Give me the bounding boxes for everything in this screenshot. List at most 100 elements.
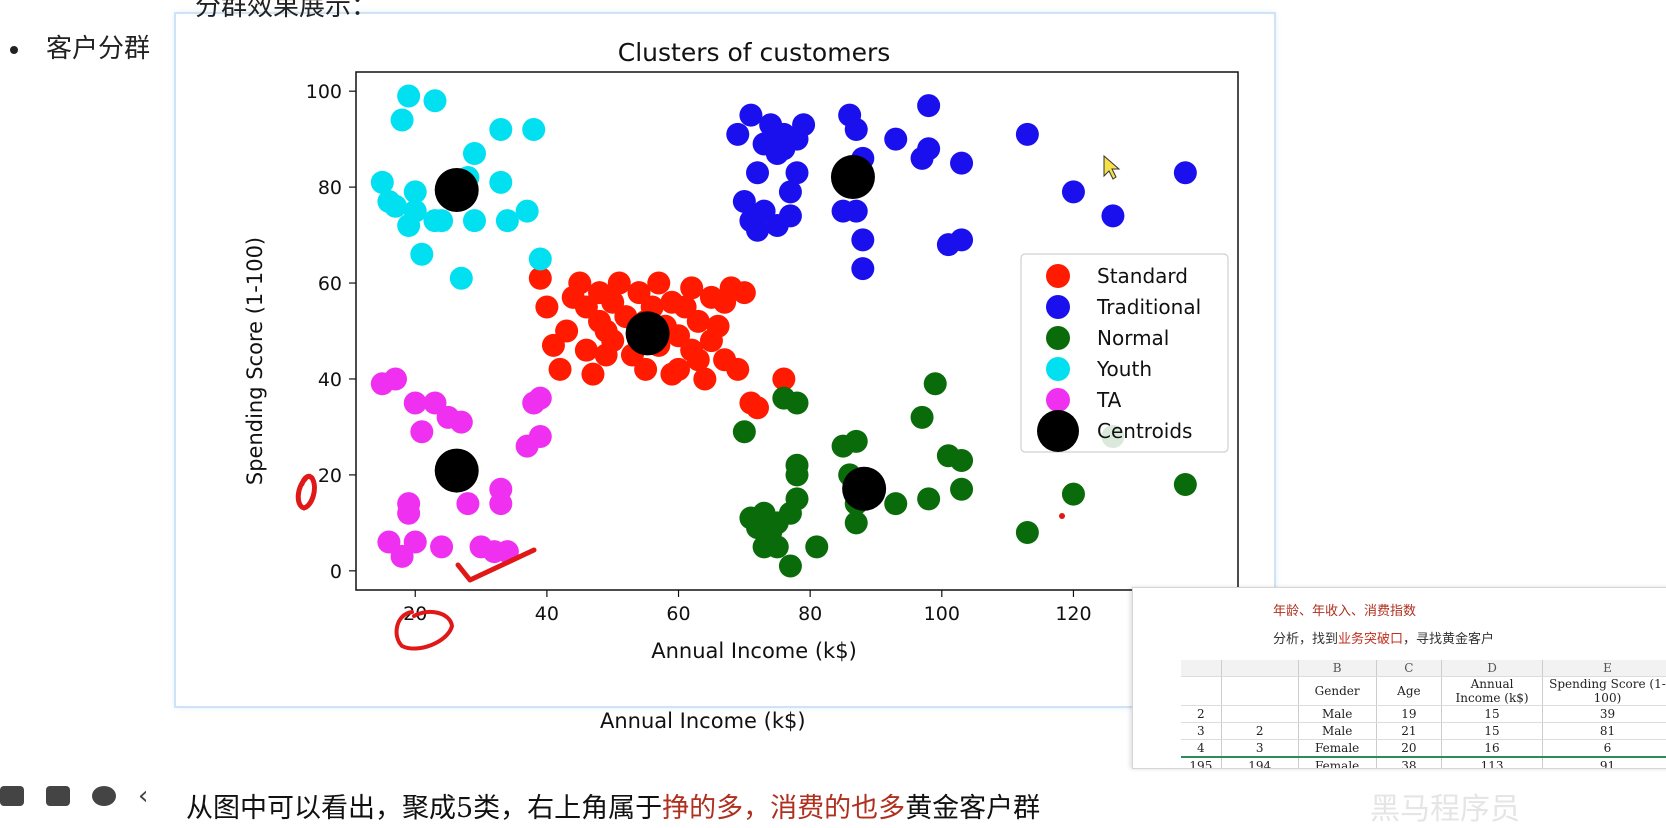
point-traditional <box>851 228 875 252</box>
sheet-note-goal: 分析，找到业务突破口，寻找黄金客户 <box>1273 628 1494 647</box>
chat-icon[interactable] <box>92 786 116 806</box>
cell[interactable]: 19 <box>1376 705 1443 723</box>
point-normal <box>923 372 947 396</box>
point-ta <box>410 420 434 444</box>
point-youth <box>528 247 552 271</box>
cell[interactable]: Female <box>1298 739 1377 758</box>
point-youth <box>430 209 454 233</box>
point-youth <box>489 118 513 142</box>
cell[interactable]: 194 <box>1221 757 1299 768</box>
cell[interactable]: 20 <box>1376 739 1443 758</box>
sheet-table[interactable]: B C D E Gender Age Annual Income (k$) Sp… <box>1181 660 1666 768</box>
point-standard <box>634 357 658 381</box>
col-letter[interactable]: E <box>1542 660 1666 677</box>
y-tick-label: 80 <box>318 177 342 199</box>
cell[interactable]: Male <box>1298 705 1377 723</box>
legend-marker-ta <box>1046 388 1070 412</box>
point-ta <box>397 501 421 525</box>
point-standard <box>732 281 756 305</box>
point-standard <box>601 329 625 353</box>
col-letter[interactable]: C <box>1376 660 1443 677</box>
header-cell[interactable]: Gender <box>1298 676 1377 706</box>
y-tick-label: 100 <box>306 81 342 103</box>
row-number[interactable]: 4 <box>1181 739 1222 758</box>
point-youth <box>462 142 486 166</box>
point-standard <box>647 271 671 295</box>
centroid-point <box>625 311 670 356</box>
cell[interactable]: 21 <box>1376 722 1443 740</box>
point-ta <box>430 535 454 559</box>
sheet-note-goal-suffix: ，寻找黄金客户 <box>1403 632 1495 647</box>
point-youth <box>449 266 473 290</box>
point-ta <box>489 477 513 501</box>
legend-marker-youth <box>1046 357 1070 381</box>
cell[interactable]: 16 <box>1441 739 1543 758</box>
legend-label-traditional: Traditional <box>1096 295 1201 319</box>
point-ta <box>456 492 480 516</box>
row-number[interactable]: 2 <box>1181 705 1222 723</box>
cell[interactable]: 113 <box>1441 757 1543 768</box>
cell[interactable]: 2 <box>1221 722 1299 740</box>
cell[interactable]: 3 <box>1221 739 1299 758</box>
point-youth <box>370 170 394 194</box>
point-youth <box>522 118 546 142</box>
legend-marker-standard <box>1046 264 1070 288</box>
point-ta <box>383 367 407 391</box>
header-cell[interactable]: Age <box>1376 676 1443 706</box>
point-standard <box>574 338 598 362</box>
legend-marker-normal <box>1046 326 1070 350</box>
point-youth <box>515 199 539 223</box>
point-traditional <box>950 228 974 252</box>
col-letter[interactable]: D <box>1441 660 1543 677</box>
point-normal <box>778 554 802 578</box>
chevron-left-icon[interactable]: ‹ <box>138 781 149 811</box>
cell[interactable] <box>1221 705 1299 723</box>
spreadsheet-snippet[interactable]: 年龄、年收入、消费指数 分析，找到业务突破口，寻找黄金客户 B C D E Ge… <box>1132 587 1666 769</box>
x-tick-label: 80 <box>798 603 822 625</box>
point-standard <box>568 271 592 295</box>
point-traditional <box>884 127 908 151</box>
point-youth <box>403 180 427 204</box>
legend-label-standard: Standard <box>1097 264 1188 288</box>
x-tick-label: 20 <box>403 603 427 625</box>
header-cell[interactable]: Spending Score (1-100) <box>1542 676 1666 706</box>
point-traditional <box>917 137 941 161</box>
point-normal <box>1173 472 1197 496</box>
col-letter[interactable]: B <box>1298 660 1377 677</box>
point-normal <box>917 487 941 511</box>
cell[interactable]: Male <box>1298 722 1377 740</box>
chart-window[interactable]: 20406080100120140020406080100 StandardTr… <box>176 14 1274 706</box>
point-traditional <box>851 257 875 281</box>
x-tick-label: 120 <box>1055 603 1091 625</box>
cell[interactable]: 91 <box>1542 757 1666 768</box>
point-traditional <box>1015 122 1039 146</box>
cell[interactable]: 39 <box>1542 705 1666 723</box>
sheet-note-goal-highlight: 业务突破口 <box>1338 632 1404 647</box>
point-normal <box>765 535 789 559</box>
point-normal <box>910 405 934 429</box>
point-standard <box>686 348 710 372</box>
table-row: 4 3 Female 20 16 6 <box>1181 739 1666 758</box>
point-standard <box>772 367 796 391</box>
bullet-text: 客户分群 <box>46 34 151 64</box>
point-normal <box>1061 482 1085 506</box>
point-traditional <box>778 180 802 204</box>
header-cell[interactable]: Annual Income (k$) <box>1441 676 1543 706</box>
cell[interactable]: Female <box>1298 757 1377 768</box>
cell[interactable]: 15 <box>1441 722 1543 740</box>
x-tick-label: 40 <box>535 603 559 625</box>
watermark-text: 黑马程序员 <box>1370 792 1520 827</box>
row-number[interactable]: 195 <box>1181 757 1222 768</box>
x-axis-label: Annual Income (k$) <box>651 639 857 663</box>
screenshot-icon[interactable] <box>0 786 24 806</box>
sheet-note-goal-prefix: 分析，找到 <box>1273 632 1339 647</box>
point-traditional <box>1101 204 1125 228</box>
cell[interactable]: 81 <box>1542 722 1666 740</box>
row-number[interactable]: 3 <box>1181 722 1222 740</box>
cell[interactable]: 38 <box>1376 757 1443 768</box>
cell[interactable]: 6 <box>1542 739 1666 758</box>
cell[interactable]: 15 <box>1441 705 1543 723</box>
scatter-chart: 20406080100120140020406080100 StandardTr… <box>243 38 1239 663</box>
point-standard <box>686 309 710 333</box>
camera-icon[interactable] <box>46 786 70 806</box>
